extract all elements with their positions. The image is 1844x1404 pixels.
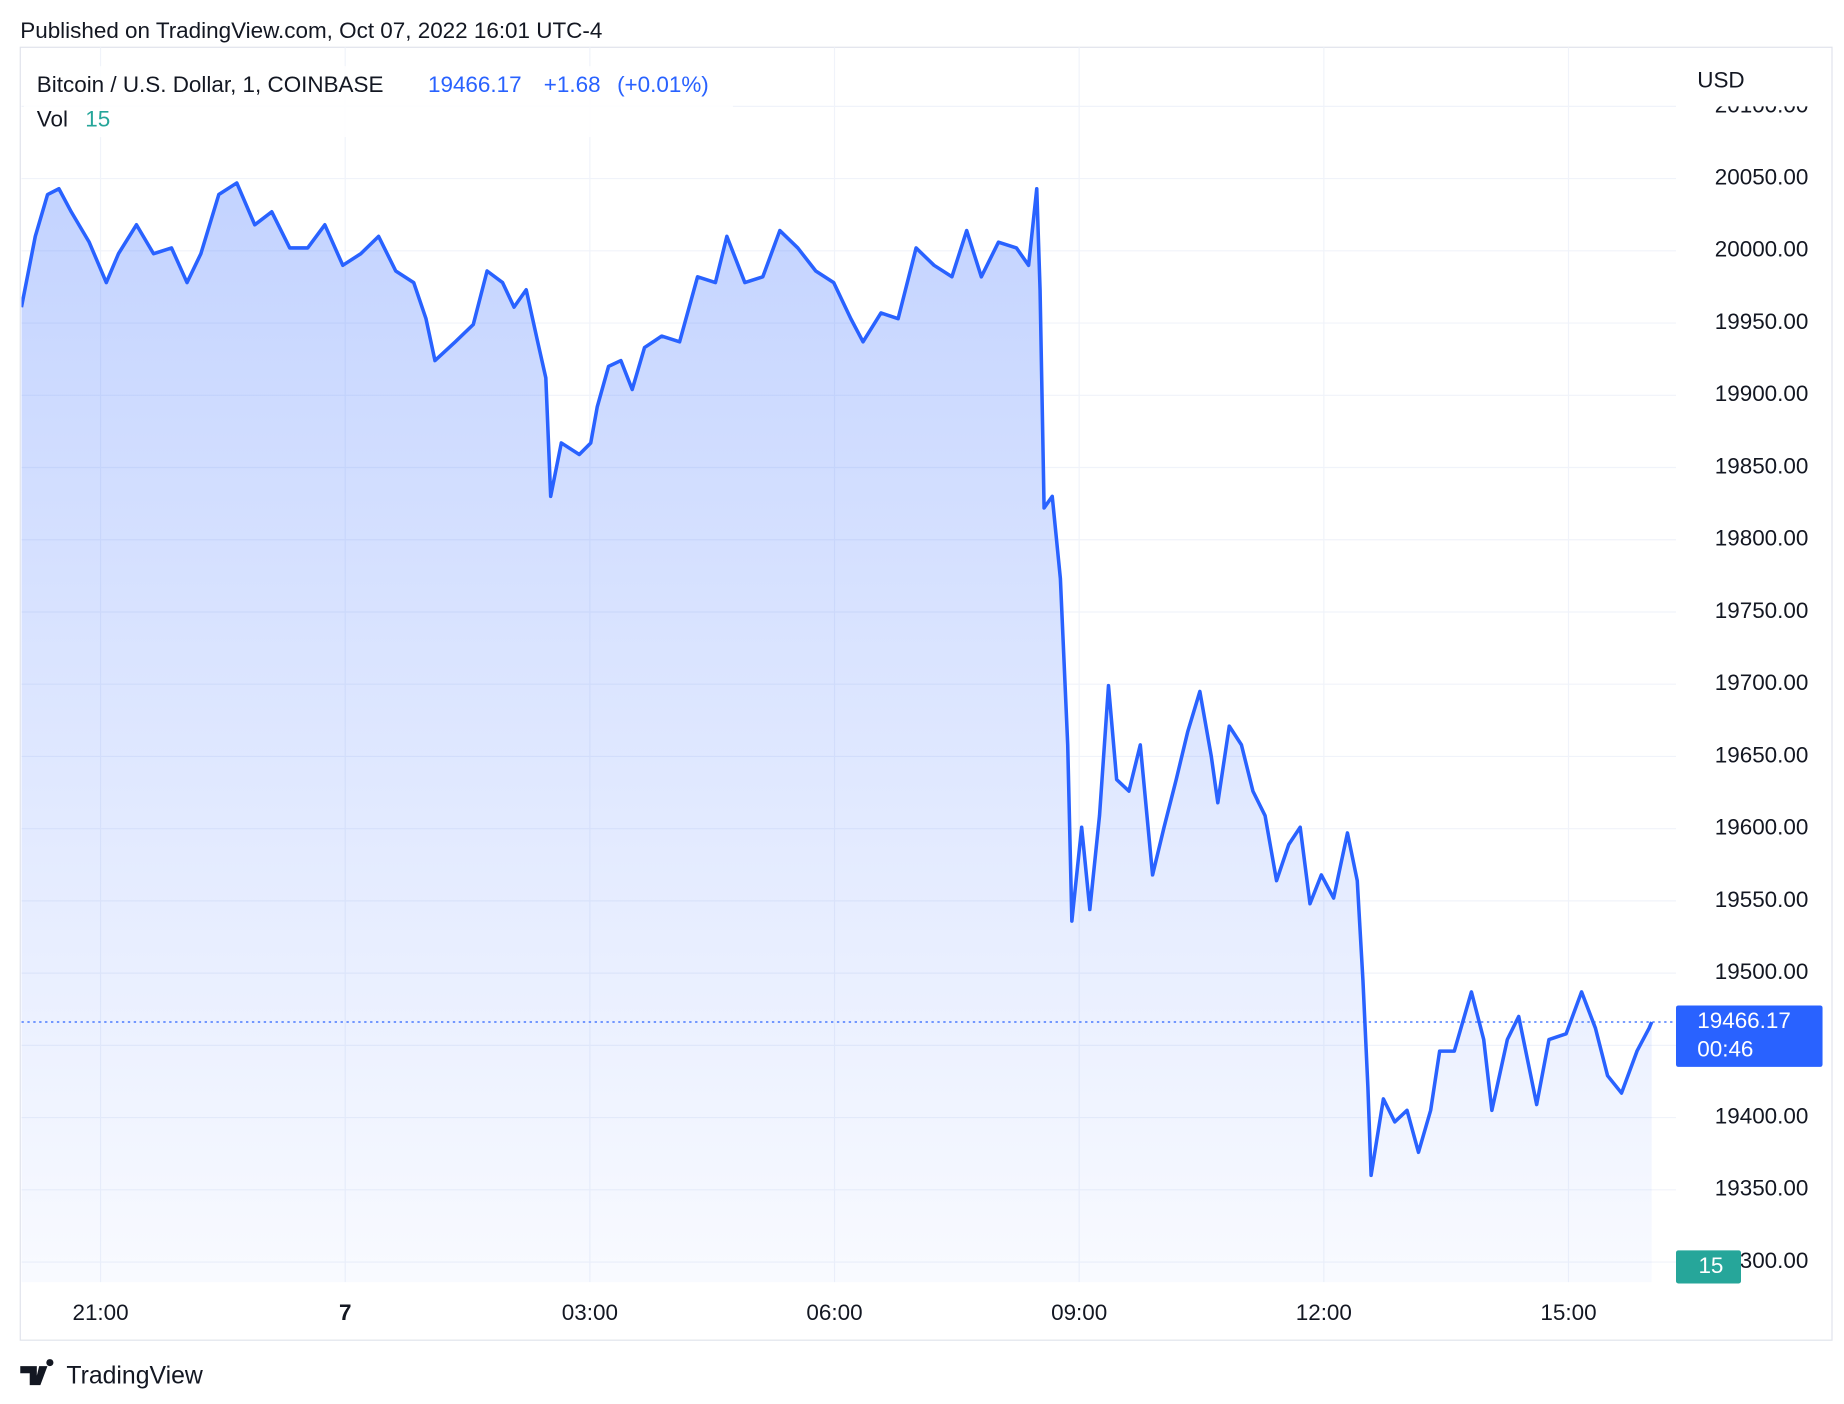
y-tick-label: 19850.00 <box>1715 453 1809 478</box>
x-tick-label: 09:00 <box>1051 1300 1107 1325</box>
x-tick-label: 7 <box>339 1300 351 1325</box>
y-tick-label: 19750.00 <box>1715 598 1809 623</box>
symbol-label: Bitcoin / U.S. Dollar, 1, COINBASE <box>37 72 384 97</box>
y-tick-label: 19500.00 <box>1715 959 1809 984</box>
last-price-tag <box>1676 1005 1823 1067</box>
currency-label: USD <box>1697 67 1744 92</box>
y-tick-label: 19800.00 <box>1715 526 1809 551</box>
x-tick-label: 15:00 <box>1540 1300 1596 1325</box>
x-tick-label: 06:00 <box>806 1300 862 1325</box>
y-tick-label: 20000.00 <box>1715 237 1809 262</box>
y-tick-label: 19950.00 <box>1715 309 1809 334</box>
x-tick-label: 03:00 <box>562 1300 618 1325</box>
price-change: +1.68 <box>544 72 601 97</box>
countdown-label: 00:46 <box>1697 1036 1753 1061</box>
y-tick-label: 19700.00 <box>1715 670 1809 695</box>
last-price: 19466.17 <box>428 72 522 97</box>
volume-tag <box>1676 1250 1741 1284</box>
y-tick-label: 19600.00 <box>1715 815 1809 840</box>
legend-background <box>23 66 733 138</box>
y-tick-label: 19650.00 <box>1715 742 1809 767</box>
brand-logo <box>20 1359 54 1386</box>
price-area <box>21 182 1652 1283</box>
volume-label: Vol <box>37 106 68 131</box>
price-change-pct: (+0.01%) <box>617 72 709 97</box>
volume-value: 15 <box>85 106 110 131</box>
brand-name: TradingView <box>66 1362 203 1389</box>
currency-background <box>1678 59 1830 107</box>
y-tick-label: 19350.00 <box>1715 1176 1809 1201</box>
x-tick-label: 12:00 <box>1296 1300 1352 1325</box>
volume-tag-label: 15 <box>1698 1253 1723 1278</box>
chart-frame <box>19 46 1833 1341</box>
y-tick-label: 19550.00 <box>1715 887 1809 912</box>
last-price-tag-label: 19466.17 <box>1697 1008 1791 1033</box>
y-tick-label: 19400.00 <box>1715 1104 1809 1129</box>
price-line <box>21 181 1654 1178</box>
x-tick-label: 21:00 <box>72 1300 128 1325</box>
y-tick-label: 20050.00 <box>1715 165 1809 190</box>
y-tick-label: 19900.00 <box>1715 381 1809 406</box>
published-note: Published on TradingView.com, Oct 07, 20… <box>20 18 602 43</box>
